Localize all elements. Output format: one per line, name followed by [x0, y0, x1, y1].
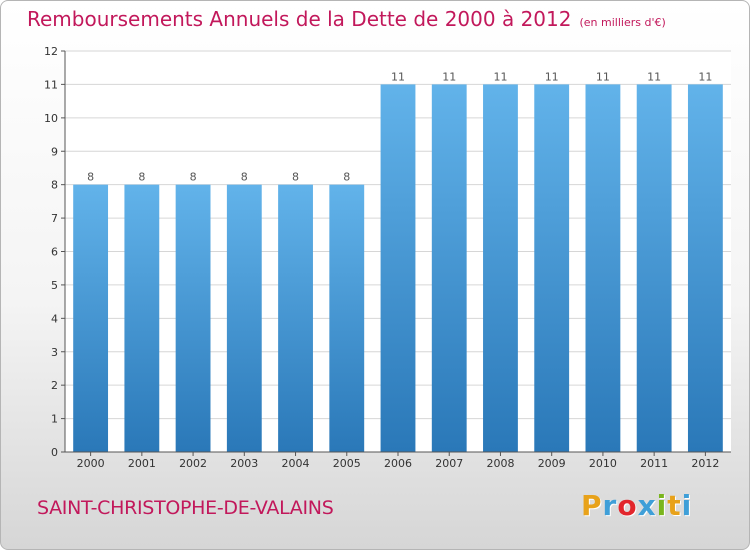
x-tick-label: 2006 [384, 457, 412, 470]
y-tick-label: 9 [51, 145, 58, 158]
bar [73, 184, 109, 452]
x-tick-label: 2010 [589, 457, 617, 470]
y-tick-label: 1 [51, 413, 58, 426]
chart-title: Remboursements Annuels de la Dette de 20… [27, 7, 666, 31]
logo-letter: o [617, 489, 638, 522]
bar-series: 8 8 8 8 8 8 11 11 11 11 11 11 11 [73, 70, 723, 453]
x-tick-label: 2005 [333, 457, 361, 470]
x-tick-label: 2001 [128, 457, 156, 470]
bar [431, 84, 467, 453]
y-tick-label: 2 [51, 379, 58, 392]
y-tick-label: 0 [51, 446, 58, 459]
bar [380, 84, 416, 453]
bar [175, 184, 211, 452]
logo-letter: x [637, 489, 657, 522]
logo-letter: P [581, 489, 603, 522]
bar [483, 84, 518, 453]
commune-name: SAINT-CHRISTOPHE-DE-VALAINS [37, 497, 334, 519]
bar [124, 184, 160, 452]
bar-value-label: 11 [596, 70, 610, 83]
logo-letter: i [681, 489, 693, 522]
bar [585, 84, 621, 453]
x-tick-label: 2011 [640, 457, 668, 470]
bar [687, 84, 723, 453]
y-tick-label: 11 [44, 78, 58, 91]
logo-letter: t [667, 489, 682, 522]
bar [226, 184, 262, 452]
x-tick-label: 2003 [230, 457, 258, 470]
x-tick-label: 2009 [538, 457, 566, 470]
x-tick-label: 2000 [77, 457, 105, 470]
bar-value-label: 11 [647, 70, 661, 83]
bar-value-label: 8 [138, 171, 145, 184]
y-tick-label: 3 [51, 346, 58, 359]
x-tick-label: 2007 [435, 457, 463, 470]
bar-value-label: 11 [391, 70, 405, 83]
y-tick-label: 10 [44, 112, 58, 125]
bar-value-label: 8 [87, 171, 94, 184]
bar-value-label: 8 [292, 171, 299, 184]
bar [278, 184, 313, 452]
bar-value-label: 8 [190, 171, 197, 184]
bar-value-label: 11 [698, 70, 712, 83]
y-tick-label: 7 [51, 212, 58, 225]
bar-value-label: 8 [241, 171, 248, 184]
y-tick-label: 4 [51, 312, 58, 325]
proxiti-logo: Proxiti [581, 489, 692, 522]
logo-letter: i [656, 489, 668, 522]
y-tick-label: 12 [44, 45, 58, 58]
x-tick-label: 2002 [179, 457, 207, 470]
y-tick-label: 8 [51, 179, 58, 192]
bar-value-label: 8 [343, 171, 350, 184]
logo-letter: r [602, 489, 618, 522]
x-tick-label: 2012 [691, 457, 719, 470]
bar [329, 184, 365, 452]
y-tick-label: 5 [51, 279, 58, 292]
bar-value-label: 11 [442, 70, 456, 83]
x-tick-label: 2008 [486, 457, 514, 470]
chart-title-text: Remboursements Annuels de la Dette de 20… [27, 7, 572, 31]
y-tick-label: 6 [51, 246, 58, 259]
unit-label: (en milliers d'€) [579, 16, 666, 29]
bar [636, 84, 672, 453]
bar-value-label: 11 [493, 70, 507, 83]
bar [534, 84, 570, 453]
bar-value-label: 11 [545, 70, 559, 83]
x-tick-label: 2004 [282, 457, 310, 470]
